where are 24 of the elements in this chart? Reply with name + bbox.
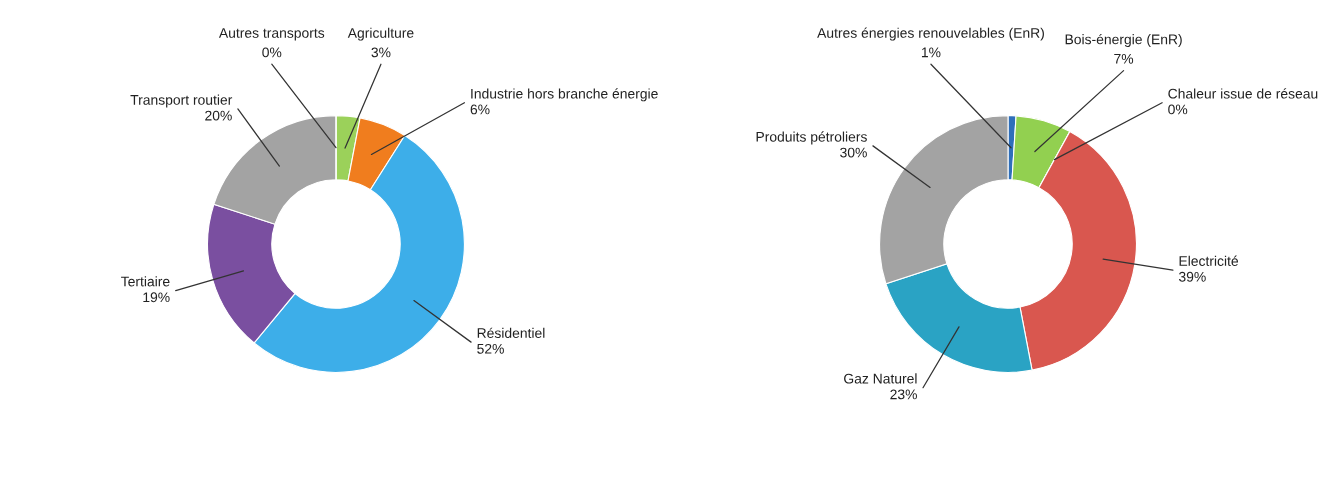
category-label: Chaleur issue de réseau xyxy=(1168,88,1318,99)
text: 0% xyxy=(1168,104,1188,115)
slice-label: Transport routier xyxy=(130,94,233,108)
data-label: 20% xyxy=(205,110,232,121)
data-label: 3% xyxy=(371,47,391,58)
data-label: 1% xyxy=(921,47,941,58)
data-label: 52% xyxy=(477,343,504,354)
slice-label: Produits pétroliers xyxy=(756,131,867,145)
category-label: Autres transports xyxy=(218,28,325,41)
text: 0% xyxy=(262,47,282,58)
slice-label: Industrie hors branche énergie xyxy=(471,88,658,102)
data-label: 39% xyxy=(1178,271,1206,282)
data-label: 7% xyxy=(1114,53,1134,64)
slice-label: Tertiaire xyxy=(121,276,170,287)
slice-label: Résidentiel xyxy=(477,327,545,338)
data-label: 6% xyxy=(470,104,490,115)
data-label: 30% xyxy=(840,147,867,158)
data-label: 19% xyxy=(143,292,170,303)
slice-label: Gaz Naturel xyxy=(844,373,917,384)
slice-label: Electricité xyxy=(1179,255,1239,266)
slice-label: Autres énergies renouvelables (EnR) xyxy=(817,27,1044,41)
data-label: 23% xyxy=(890,389,917,400)
slice-label: Bois-énergie (EnR) xyxy=(1065,33,1182,48)
slice-label: Agriculture xyxy=(347,27,414,41)
